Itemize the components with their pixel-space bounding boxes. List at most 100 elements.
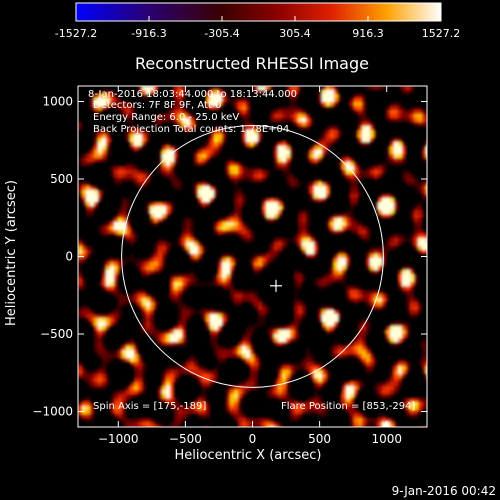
heatmap-cell — [262, 302, 266, 306]
heatmap-cell — [238, 418, 242, 422]
heatmap-cell — [242, 122, 246, 126]
heatmap-cell — [326, 222, 330, 226]
heatmap-cell — [246, 294, 250, 298]
heatmap-cell — [278, 378, 282, 382]
heatmap-cell — [334, 138, 338, 142]
heatmap-cell — [270, 334, 274, 338]
heatmap-cell — [234, 394, 238, 398]
heatmap-cell — [374, 134, 378, 138]
heatmap-cell — [370, 246, 374, 250]
heatmap-cell — [338, 218, 342, 222]
heatmap-cell — [318, 410, 322, 414]
heatmap-cell — [130, 238, 134, 242]
heatmap-cell — [262, 314, 266, 318]
heatmap-cell — [78, 306, 82, 310]
heatmap-cell — [130, 298, 134, 302]
heatmap-cell — [362, 118, 366, 122]
heatmap-cell — [142, 418, 146, 422]
heatmap-cell — [146, 94, 150, 98]
heatmap-cell — [102, 98, 106, 102]
heatmap-cell — [262, 258, 266, 262]
heatmap-cell — [78, 282, 82, 286]
heatmap-cell — [102, 190, 106, 194]
heatmap-cell — [414, 398, 418, 402]
heatmap-cell — [274, 118, 278, 122]
heatmap-cell — [410, 314, 414, 318]
heatmap-cell — [78, 406, 82, 410]
heatmap-cell — [394, 382, 398, 386]
heatmap-cell — [258, 170, 262, 174]
heatmap-cell — [138, 130, 142, 134]
heatmap-cell — [422, 198, 426, 202]
heatmap-cell — [414, 406, 418, 410]
heatmap-cell — [222, 310, 226, 314]
heatmap-cell — [246, 330, 250, 334]
heatmap-cell — [386, 326, 390, 330]
heatmap-cell — [158, 398, 162, 402]
heatmap-cell — [278, 370, 282, 374]
heatmap-cell — [334, 322, 338, 326]
heatmap-cell — [398, 242, 402, 246]
heatmap-cell — [238, 210, 242, 214]
heatmap-cell — [178, 90, 182, 94]
heatmap-cell — [366, 226, 370, 230]
heatmap-cell — [222, 138, 226, 142]
heatmap-cell — [114, 410, 118, 414]
heatmap-cell — [390, 422, 394, 426]
heatmap-cell — [250, 302, 254, 306]
heatmap-cell — [394, 146, 398, 150]
heatmap-cell — [198, 250, 202, 254]
heatmap-cell — [390, 158, 394, 162]
heatmap-cell — [286, 374, 290, 378]
heatmap-cell — [422, 234, 426, 238]
heatmap-cell — [318, 374, 322, 378]
heatmap-cell — [118, 310, 122, 314]
heatmap-cell — [394, 106, 398, 110]
heatmap-cell — [398, 342, 402, 346]
heatmap-cell — [86, 210, 90, 214]
heatmap-cell — [146, 270, 150, 274]
heatmap-cell — [138, 126, 142, 130]
heatmap-cell — [86, 410, 90, 414]
heatmap-cell — [110, 270, 114, 274]
heatmap-cell — [206, 326, 210, 330]
heatmap-cell — [206, 198, 210, 202]
heatmap-cell — [218, 322, 222, 326]
heatmap-cell — [414, 298, 418, 302]
heatmap-cell — [266, 198, 270, 202]
heatmap-cell — [378, 394, 382, 398]
heatmap-cell — [242, 194, 246, 198]
heatmap-cell — [194, 258, 198, 262]
heatmap-cell — [154, 266, 158, 270]
heatmap-cell — [250, 386, 254, 390]
heatmap-cell — [258, 386, 262, 390]
heatmap-cell — [278, 206, 282, 210]
heatmap-cell — [110, 282, 114, 286]
heatmap-cell — [310, 154, 314, 158]
heatmap-cell — [106, 102, 110, 106]
heatmap-cell — [154, 334, 158, 338]
heatmap-cell — [142, 90, 146, 94]
heatmap-cell — [230, 218, 234, 222]
heatmap-cell — [130, 390, 134, 394]
heatmap-cell — [158, 218, 162, 222]
heatmap-cell — [178, 330, 182, 334]
heatmap-cell — [286, 90, 290, 94]
heatmap-cell — [130, 162, 134, 166]
heatmap-cell — [102, 362, 106, 366]
heatmap-cell — [346, 222, 350, 226]
heatmap-cell — [202, 250, 206, 254]
heatmap-cell — [110, 318, 114, 322]
heatmap-cell — [378, 422, 382, 426]
heatmap-cell — [418, 250, 422, 254]
heatmap-cell — [318, 282, 322, 286]
heatmap-cell — [338, 314, 342, 318]
heatmap-cell — [174, 90, 178, 94]
heatmap-cell — [166, 114, 170, 118]
heatmap-cell — [286, 118, 290, 122]
heatmap-cell — [90, 150, 94, 154]
heatmap-cell — [178, 86, 182, 90]
heatmap-cell — [130, 338, 134, 342]
heatmap-cell — [390, 338, 394, 342]
